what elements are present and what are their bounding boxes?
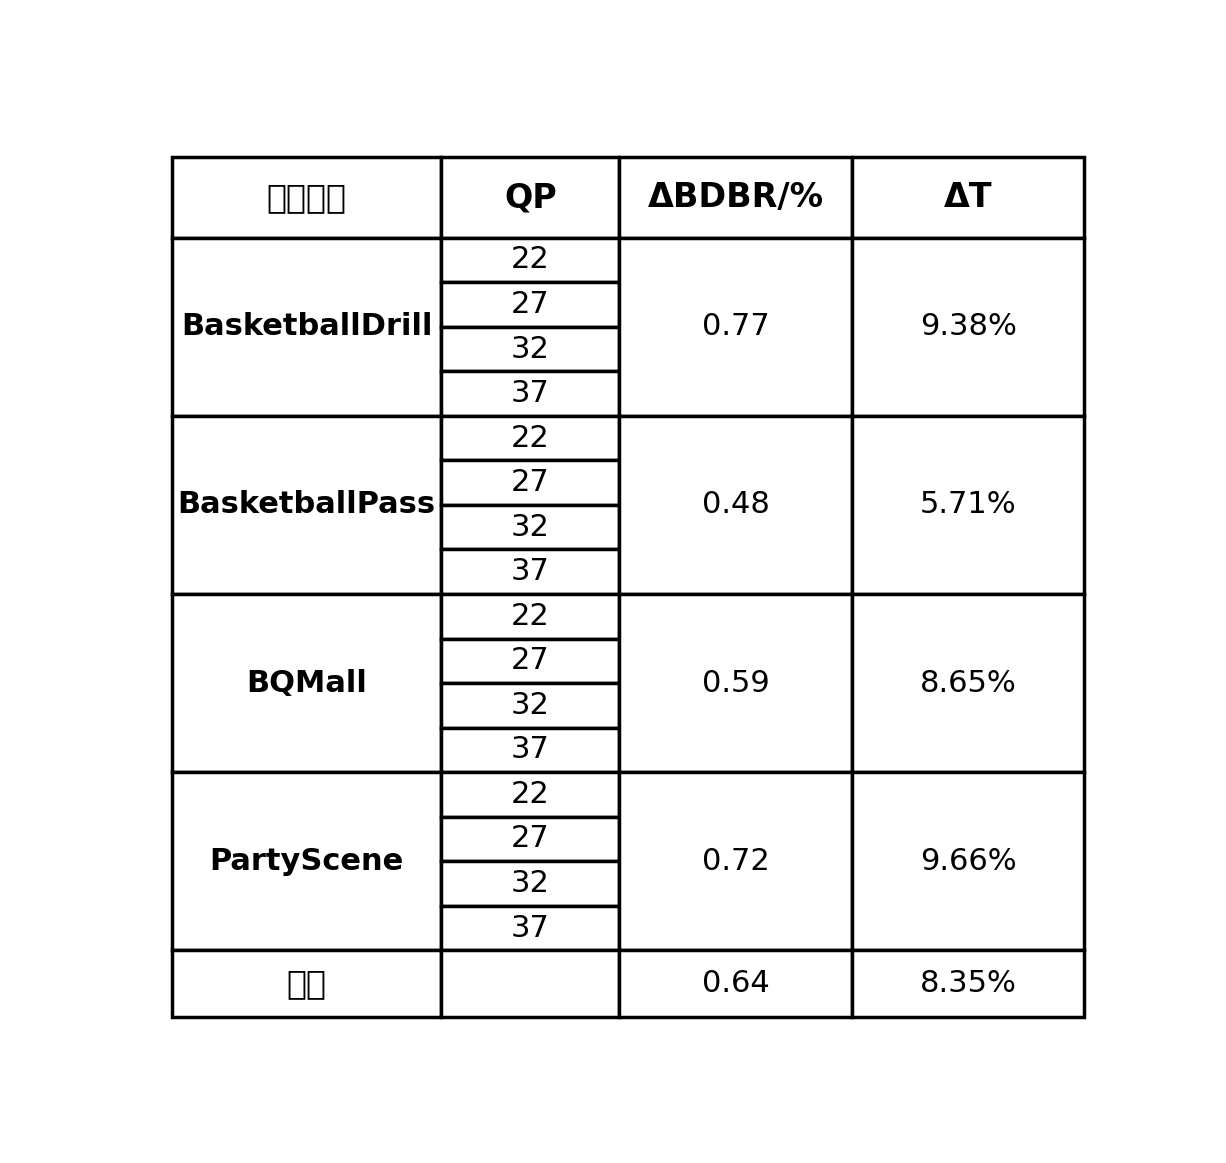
Bar xyxy=(619,237,852,416)
Text: BasketballPass: BasketballPass xyxy=(178,491,436,520)
Bar xyxy=(441,772,619,816)
Text: 测试序列: 测试序列 xyxy=(267,181,347,214)
Text: 37: 37 xyxy=(511,735,549,764)
Bar xyxy=(172,950,441,1018)
Text: 0.64: 0.64 xyxy=(701,969,770,998)
Bar xyxy=(441,594,619,638)
Text: 27: 27 xyxy=(511,647,549,676)
Text: 32: 32 xyxy=(511,335,549,364)
Bar xyxy=(441,505,619,549)
Text: 32: 32 xyxy=(511,869,549,898)
Bar xyxy=(619,772,852,950)
Text: 37: 37 xyxy=(511,557,549,586)
Bar xyxy=(852,772,1085,950)
Bar xyxy=(172,416,441,594)
Bar xyxy=(852,416,1085,594)
Bar xyxy=(619,416,852,594)
Text: 0.48: 0.48 xyxy=(701,491,770,520)
Bar xyxy=(852,157,1085,237)
Text: 27: 27 xyxy=(511,825,549,854)
Text: 平均: 平均 xyxy=(287,968,327,1000)
Bar xyxy=(619,950,852,1018)
Text: 9.38%: 9.38% xyxy=(920,312,1016,341)
Bar xyxy=(619,594,852,772)
Text: 22: 22 xyxy=(511,245,549,274)
Bar xyxy=(619,157,852,237)
Bar xyxy=(172,772,441,950)
Bar xyxy=(441,157,619,237)
Bar xyxy=(441,327,619,371)
Bar xyxy=(441,862,619,906)
Bar xyxy=(441,237,619,283)
Bar xyxy=(441,549,619,594)
Bar xyxy=(441,950,619,1018)
Text: 22: 22 xyxy=(511,601,549,630)
Bar xyxy=(441,816,619,862)
Text: ΔBDBR/%: ΔBDBR/% xyxy=(647,181,824,214)
Text: QP: QP xyxy=(504,181,557,214)
Bar xyxy=(852,950,1085,1018)
Text: 37: 37 xyxy=(511,379,549,408)
Text: 8.35%: 8.35% xyxy=(920,969,1016,998)
Text: 5.71%: 5.71% xyxy=(920,491,1016,520)
Text: 27: 27 xyxy=(511,469,549,497)
Text: BasketballDrill: BasketballDrill xyxy=(181,312,433,341)
Bar xyxy=(441,283,619,327)
Bar xyxy=(441,683,619,728)
Bar xyxy=(441,638,619,683)
Text: 32: 32 xyxy=(511,513,549,542)
Text: 8.65%: 8.65% xyxy=(920,669,1016,698)
Bar xyxy=(441,906,619,950)
Text: 22: 22 xyxy=(511,423,549,452)
Text: 0.59: 0.59 xyxy=(701,669,770,698)
Text: 22: 22 xyxy=(511,780,549,809)
Bar xyxy=(441,461,619,505)
Text: 32: 32 xyxy=(511,691,549,720)
Bar xyxy=(172,594,441,772)
Bar xyxy=(441,371,619,416)
Text: 27: 27 xyxy=(511,290,549,319)
Text: 9.66%: 9.66% xyxy=(920,847,1016,876)
Text: BQMall: BQMall xyxy=(246,669,368,698)
Bar xyxy=(172,237,441,416)
Bar xyxy=(441,728,619,772)
Text: PartyScene: PartyScene xyxy=(210,847,403,876)
Bar xyxy=(172,157,441,237)
Text: ΔT: ΔT xyxy=(944,181,992,214)
Text: 0.77: 0.77 xyxy=(701,312,770,341)
Bar xyxy=(441,416,619,461)
Text: 37: 37 xyxy=(511,914,549,942)
Text: 0.72: 0.72 xyxy=(701,847,770,876)
Bar xyxy=(852,237,1085,416)
Bar xyxy=(852,594,1085,772)
